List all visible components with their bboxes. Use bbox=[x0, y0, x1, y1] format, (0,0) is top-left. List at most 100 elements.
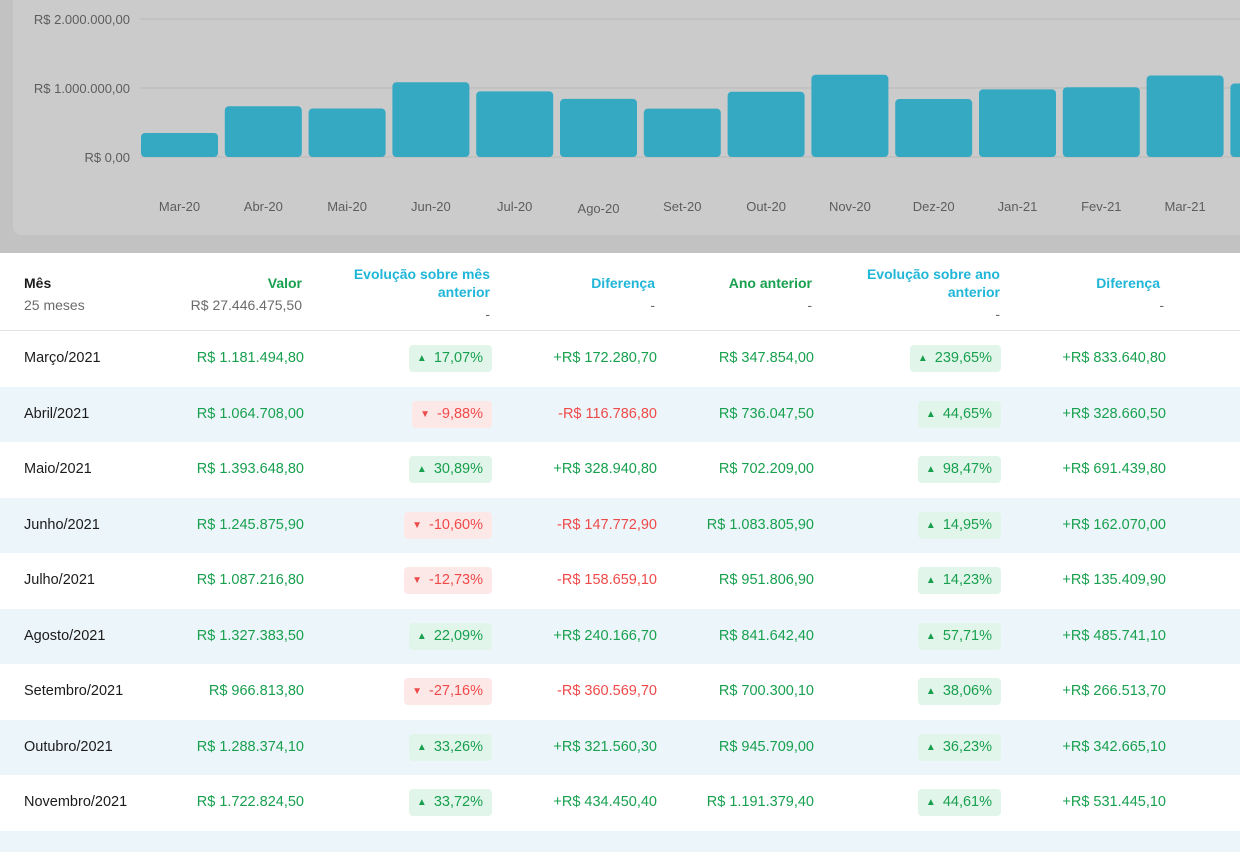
header-evolucao-mes-sub: - bbox=[485, 306, 490, 322]
chart-bar[interactable] bbox=[224, 106, 302, 157]
chart-bar[interactable] bbox=[895, 99, 973, 157]
header-valor[interactable]: Valor bbox=[267, 275, 302, 291]
x-tick-label: Jul-20 bbox=[497, 199, 532, 214]
table-row[interactable]: Junho/2021 R$ 1.245.875,90 -R$ 147.772,90 R… bbox=[0, 497, 1240, 553]
table-row[interactable]: Agosto/2021 R$ 1.327.383,50 +R$ 240.166,70… bbox=[0, 608, 1240, 664]
table-row[interactable]: Março/2021 R$ 1.181.494,80 +R$ 172.280,70 R… bbox=[0, 331, 1240, 387]
x-tick-label: Fev-21 bbox=[1081, 199, 1121, 214]
cell-diferenca-ano: +R$ 691.439,80 bbox=[1062, 461, 1166, 477]
chart-bar[interactable] bbox=[1146, 75, 1224, 157]
arrow-down-icon: ▼ bbox=[412, 575, 422, 586]
arrow-up-icon: ▲ bbox=[416, 741, 427, 753]
badge-evolucao-mes: ▲ 33,72% bbox=[408, 789, 492, 816]
chart-bar[interactable] bbox=[392, 82, 470, 157]
x-tick-label: Jan-21 bbox=[998, 199, 1038, 214]
cell-diferenca-mes: +R$ 321.560,30 bbox=[553, 738, 657, 755]
badge-evolucao-mes-value: 33,72% bbox=[433, 794, 483, 810]
cell-diferenca-ano: +R$ 162.070,00 bbox=[1062, 516, 1166, 533]
chart-bar[interactable] bbox=[141, 132, 218, 157]
arrow-down-icon: ▼ bbox=[420, 408, 431, 420]
cell-ano-anterior: R$ 945.709,00 bbox=[718, 738, 814, 755]
badge-evolucao-mes: ▼ -9,88% bbox=[412, 400, 492, 428]
arrow-up-icon: ▲ bbox=[925, 464, 936, 475]
chart-bar[interactable] bbox=[643, 108, 721, 157]
cell-diferenca-mes: +R$ 328.940,80 bbox=[553, 461, 657, 477]
arrow-down-icon: ▼ bbox=[412, 686, 422, 697]
header-diferenca-ano-sub: - bbox=[1159, 297, 1164, 313]
cell-diferenca-mes: +R$ 240.166,70 bbox=[553, 627, 657, 644]
badge-evolucao-ano-value: 98,47% bbox=[942, 461, 992, 477]
table-row[interactable]: Setembro/2021 R$ 966.813,80 -R$ 360.569,70… bbox=[0, 664, 1240, 720]
x-tick-label: Jun-20 bbox=[411, 199, 451, 214]
cell-ano-anterior: R$ 841.642,40 bbox=[718, 627, 814, 644]
cell-diferenca-ano: +R$ 833.640,80 bbox=[1062, 350, 1166, 366]
table-row[interactable]: Outubro/2021 R$ 1.288.374,10 +R$ 321.560,3… bbox=[0, 719, 1240, 775]
cell-diferenca-mes: -R$ 147.772,90 bbox=[557, 516, 657, 533]
badge-evolucao-ano-value: 57,71% bbox=[942, 627, 992, 644]
cell-mes: Julho/2021 bbox=[24, 572, 95, 588]
chart-bar-partial[interactable] bbox=[1230, 83, 1240, 157]
chart-bar[interactable] bbox=[811, 74, 889, 157]
cell-valor: R$ 1.327.383,50 bbox=[196, 627, 304, 644]
badge-evolucao-ano: ▲ 38,06% bbox=[917, 678, 1001, 705]
header-mes-count: 25 meses bbox=[24, 297, 85, 313]
bar-chart: R$ 2.000.000,00 R$ 1.000.000,00 R$ 0,00 Mar… bbox=[34, 12, 1240, 216]
header-evolucao-mes[interactable]: Evolução sobre mês anterior bbox=[330, 265, 490, 301]
arrow-up-icon: ▲ bbox=[416, 630, 427, 642]
arrow-up-icon: ▲ bbox=[416, 464, 427, 475]
chart-panel: R$ 2.000.000,00 R$ 1.000.000,00 R$ 0,00 Mar… bbox=[0, 0, 1240, 253]
header-ano-anterior[interactable]: Ano anterior bbox=[728, 275, 812, 291]
badge-evolucao-ano: ▲ 98,47% bbox=[917, 456, 1001, 483]
badge-evolucao-ano-value: 14,95% bbox=[942, 516, 992, 533]
table-row[interactable]: Maio/2021 R$ 1.393.648,80 +R$ 328.940,80 R$… bbox=[0, 442, 1240, 498]
x-tick-label: Out-20 bbox=[746, 199, 786, 214]
chart-bar[interactable] bbox=[1062, 87, 1140, 157]
badge-evolucao-mes: ▼ -10,60% bbox=[404, 511, 492, 539]
chart-bar[interactable] bbox=[476, 91, 554, 157]
badge-evolucao-mes: ▼ -27,16% bbox=[404, 678, 492, 705]
chart-bar[interactable] bbox=[727, 91, 805, 157]
chart-bar[interactable] bbox=[308, 108, 386, 157]
cell-valor: R$ 1.288.374,10 bbox=[196, 738, 304, 755]
cell-diferenca-ano: +R$ 342.665,10 bbox=[1062, 738, 1166, 755]
badge-evolucao-mes-value: 22,09% bbox=[433, 627, 483, 644]
badge-evolucao-mes: ▲ 30,89% bbox=[408, 456, 492, 483]
x-tick-label: Set-20 bbox=[663, 199, 701, 214]
badge-evolucao-mes-value: 33,26% bbox=[433, 738, 483, 755]
cell-diferenca-ano: +R$ 328.660,50 bbox=[1062, 405, 1166, 422]
arrow-down-icon: ▼ bbox=[412, 519, 422, 531]
header-diferenca-mes-sub: - bbox=[650, 297, 655, 313]
x-tick-label: Mai-20 bbox=[327, 199, 367, 214]
table-header: Mês 25 meses Valor R$ 27.446.475,50 Evol… bbox=[0, 253, 1240, 331]
badge-evolucao-ano-value: 36,23% bbox=[942, 738, 992, 755]
header-evolucao-mes-line2: anterior bbox=[437, 284, 490, 300]
badge-evolucao-ano-value: 14,23% bbox=[942, 572, 992, 588]
cell-ano-anterior: R$ 1.191.379,40 bbox=[706, 794, 814, 810]
cell-diferenca-ano: +R$ 266.513,70 bbox=[1062, 683, 1166, 699]
cell-ano-anterior: R$ 736.047,50 bbox=[718, 405, 814, 422]
badge-evolucao-mes-value: 17,07% bbox=[433, 350, 483, 366]
table-row[interactable]: Abril/2021 R$ 1.064.708,00 -R$ 116.786,80 R… bbox=[0, 386, 1240, 442]
table-row[interactable] bbox=[0, 830, 1240, 852]
x-tick-label: Nov-20 bbox=[829, 199, 871, 214]
table-row[interactable]: Julho/2021 R$ 1.087.216,80 -R$ 158.659,10 R… bbox=[0, 553, 1240, 609]
arrow-up-icon: ▲ bbox=[925, 741, 936, 753]
header-evolucao-ano[interactable]: Evolução sobre ano anterior bbox=[840, 265, 1000, 301]
header-ano-anterior-sub: - bbox=[807, 297, 812, 313]
cell-diferenca-ano: +R$ 135.409,90 bbox=[1062, 572, 1166, 588]
header-mes[interactable]: Mês bbox=[24, 275, 52, 291]
header-evolucao-ano-sub: - bbox=[995, 306, 1000, 322]
header-diferenca-ano[interactable]: Diferença bbox=[1096, 275, 1160, 291]
cell-diferenca-mes: -R$ 158.659,10 bbox=[557, 572, 657, 588]
cell-mes: Março/2021 bbox=[24, 350, 101, 366]
badge-evolucao-ano: ▲ 44,65% bbox=[917, 400, 1001, 428]
chart-bar[interactable] bbox=[979, 89, 1056, 157]
badge-evolucao-mes-value: -27,16% bbox=[428, 683, 483, 699]
header-diferenca-mes[interactable]: Diferença bbox=[591, 275, 655, 291]
cell-mes: Outubro/2021 bbox=[24, 738, 113, 755]
arrow-up-icon: ▲ bbox=[925, 630, 936, 642]
table-row[interactable]: Novembro/2021 R$ 1.722.824,50 +R$ 434.450,… bbox=[0, 775, 1240, 831]
chart-bar[interactable] bbox=[560, 98, 637, 157]
x-tick-label: Mar-20 bbox=[159, 199, 200, 214]
x-tick-label: Abr-20 bbox=[244, 199, 283, 214]
